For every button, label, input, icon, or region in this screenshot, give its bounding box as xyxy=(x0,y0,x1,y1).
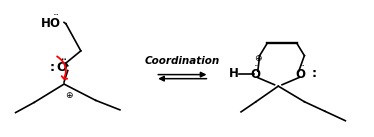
Text: $\ddot{\mathbf{O}}$: $\ddot{\mathbf{O}}$ xyxy=(295,66,306,82)
Text: $\oplus$: $\oplus$ xyxy=(254,53,263,63)
Text: $\ddot{\mathbf{O}}$: $\ddot{\mathbf{O}}$ xyxy=(250,66,262,82)
Text: Coordination: Coordination xyxy=(145,56,220,66)
Text: H: H xyxy=(229,67,239,80)
Text: $\oplus$: $\oplus$ xyxy=(65,90,74,100)
Text: H$\ddot{\mathbf{O}}$: H$\ddot{\mathbf{O}}$ xyxy=(40,14,61,31)
Text: $\mathbf{:}$: $\mathbf{:}$ xyxy=(309,67,317,80)
Text: $\mathbf{:\ddot{O}}$: $\mathbf{:\ddot{O}}$ xyxy=(47,59,69,75)
